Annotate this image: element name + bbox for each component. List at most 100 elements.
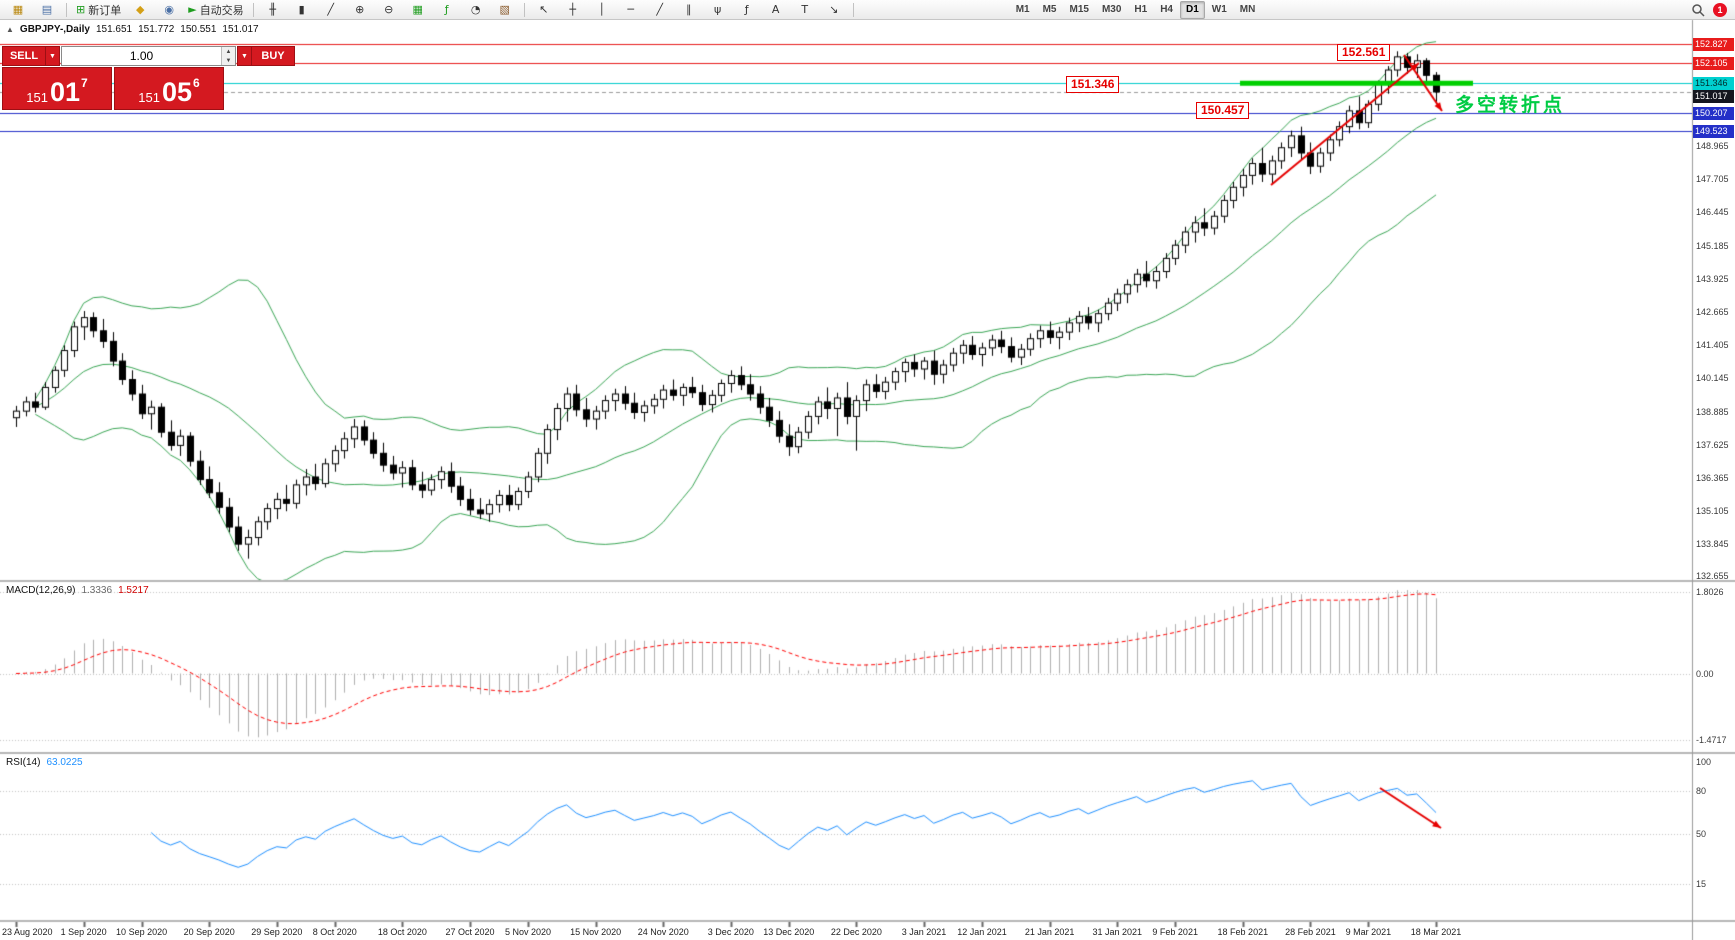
toolbar-separator <box>252 2 254 17</box>
toolbar-separator <box>66 2 67 17</box>
indicators-icon-button[interactable]: ƒ <box>433 0 461 20</box>
vertical-line-icon-button[interactable]: │ <box>588 0 616 20</box>
time-axis-label: 12 Jan 2021 <box>957 927 1007 937</box>
rsi-axis-label: 100 <box>1696 757 1712 767</box>
toolbar-separator <box>523 2 525 17</box>
market-watch-icon: ◉ <box>164 3 175 16</box>
price-callout[interactable]: 152.561 <box>1337 44 1391 61</box>
templates-icon-button[interactable]: ▧ <box>491 0 519 20</box>
new-chart-icon-button[interactable]: ▦ <box>4 0 32 20</box>
profiles-icon-button[interactable]: ▤ <box>33 0 61 20</box>
time-axis-label: 3 Dec 2020 <box>707 927 754 937</box>
candlestick-chart-icon-button[interactable]: ▮ <box>288 0 316 20</box>
timeframe-mn[interactable]: MN <box>1239 3 1256 15</box>
zoom-in-icon-button[interactable]: ⊕ <box>346 0 374 20</box>
volume-down-icon[interactable]: ▼ <box>222 56 235 65</box>
high-value: 151.772 <box>138 24 175 35</box>
indicators-icon: ƒ <box>444 3 449 16</box>
market-watch-icon-button[interactable]: ◉ <box>155 0 183 20</box>
new-order-button[interactable]: ⊞ 新订单 <box>72 0 125 20</box>
cursor-icon: ↖ <box>539 3 549 16</box>
ask-price-point: 6 <box>193 76 200 90</box>
text-icon: A <box>771 3 780 16</box>
tile-windows-icon: ▦ <box>412 3 423 16</box>
line-chart-icon-button[interactable]: ╱ <box>317 0 345 20</box>
templates-icon: ▧ <box>499 3 510 16</box>
text-label-icon-button[interactable]: T <box>791 0 819 20</box>
timeframe-m15[interactable]: M15 <box>1069 3 1089 15</box>
metaeditor-icon-button[interactable]: ◆ <box>126 0 154 20</box>
horizontal-line-icon: ─ <box>627 3 634 16</box>
trendline-icon-button[interactable]: ╱ <box>646 0 674 20</box>
price-axis-label: 145.185 <box>1696 240 1729 251</box>
sell-button[interactable]: SELL <box>2 46 46 66</box>
price-axis-label: 146.445 <box>1696 207 1729 218</box>
time-axis-label: 24 Nov 2020 <box>637 927 689 937</box>
timeframe-m5[interactable]: M5 <box>1042 3 1057 15</box>
cursor-icon-button[interactable]: ↖ <box>530 0 558 20</box>
timeframe-d1[interactable]: D1 <box>1180 0 1205 19</box>
time-axis-label: 18 Mar 2021 <box>1410 927 1462 937</box>
time-axis-label: 23 Aug 2020 <box>2 927 53 937</box>
fibonacci-icon-button[interactable]: ƒ <box>733 0 761 20</box>
timeframe-h4[interactable]: H4 <box>1160 3 1173 15</box>
price-axis-label: 138.885 <box>1696 406 1729 417</box>
volume-input[interactable] <box>62 47 221 65</box>
text-label-icon: T <box>801 3 809 16</box>
macd-header: MACD(12,26,9) 1.3336 1.5217 <box>6 585 149 596</box>
price-callout[interactable]: 151.346 <box>1066 76 1120 93</box>
time-axis-label: 1 Sep 2020 <box>60 927 107 937</box>
collapse-icon[interactable]: ▲ <box>6 25 14 34</box>
price-axis-label: 147.705 <box>1696 174 1729 185</box>
timeframe-m30[interactable]: M30 <box>1101 3 1122 15</box>
time-axis-label: 22 Dec 2020 <box>830 927 882 937</box>
price-axis-label: 133.845 <box>1696 539 1729 550</box>
bar-chart-icon-button[interactable]: ╫ <box>259 0 287 20</box>
notification-badge[interactable]: 1 <box>1713 2 1727 17</box>
text-icon-button[interactable]: A <box>762 0 790 20</box>
time-axis-label: 8 Oct 2020 <box>312 927 357 937</box>
new-order-label: 新订单 <box>88 4 122 17</box>
tile-windows-icon-button[interactable]: ▦ <box>404 0 432 20</box>
price-chip: 152.827 <box>1693 37 1734 51</box>
horizontal-line-icon-button[interactable]: ─ <box>617 0 645 20</box>
price-callout[interactable]: 150.457 <box>1196 102 1250 119</box>
search-icon[interactable] <box>1691 3 1705 17</box>
bid-price-button[interactable]: 151 01 7 <box>2 67 112 110</box>
rsi-title: RSI(14) <box>6 757 41 768</box>
price-axis-label: 136.365 <box>1696 472 1729 483</box>
price-chip: 151.346 <box>1693 76 1734 90</box>
bid-price-pips: 01 <box>49 77 81 108</box>
periods-icon-button[interactable]: ◔ <box>462 0 490 20</box>
volume-up-icon[interactable]: ▲ <box>222 47 235 56</box>
timeframe-w1[interactable]: W1 <box>1211 3 1227 15</box>
buy-options-caret[interactable]: ▼ <box>237 46 251 66</box>
zoom-out-icon-button[interactable]: ⊖ <box>375 0 403 20</box>
arrows-icon-button[interactable]: ↘ <box>820 0 848 20</box>
equidistant-channel-icon-button[interactable]: ∥ <box>675 0 703 20</box>
autotrading-icon: ► <box>188 3 197 16</box>
time-axis-label: 28 Feb 2021 <box>1285 927 1336 937</box>
macd-signal-value: 1.5217 <box>118 585 149 596</box>
bid-price-integer: 151 <box>26 90 48 105</box>
toolbar-right: 1 <box>1691 2 1731 17</box>
ask-price-button[interactable]: 151 05 6 <box>114 67 224 110</box>
timeframe-m1[interactable]: M1 <box>1015 3 1030 15</box>
andrews-pitchfork-icon-button[interactable]: ψ <box>704 0 732 20</box>
sell-options-caret[interactable]: ▼ <box>46 46 60 66</box>
toolbar-separator <box>852 2 854 17</box>
volume-spinners: ▲ ▼ <box>221 47 235 65</box>
time-axis-label: 5 Nov 2020 <box>504 927 551 937</box>
bar-chart-icon: ╫ <box>269 3 276 16</box>
timeframe-h1[interactable]: H1 <box>1134 3 1148 15</box>
autotrading-button[interactable]: ► 自动交易 <box>184 0 247 20</box>
equidistant-channel-icon: ∥ <box>685 3 692 16</box>
crosshair-icon-button[interactable]: ┼ <box>559 0 587 20</box>
turning-point-note[interactable]: 多空转折点 <box>1455 95 1566 116</box>
metaeditor-icon: ◆ <box>135 3 145 16</box>
buy-button[interactable]: BUY <box>251 46 295 66</box>
trendline-icon: ╱ <box>656 3 663 16</box>
